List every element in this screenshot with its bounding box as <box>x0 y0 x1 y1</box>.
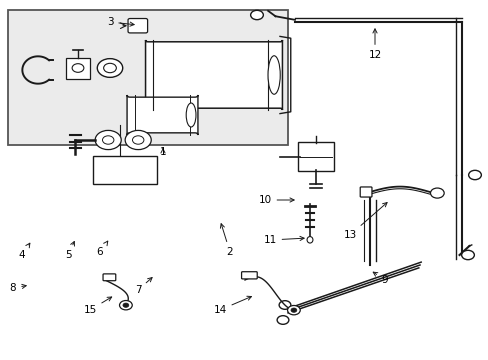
Circle shape <box>132 136 143 144</box>
FancyBboxPatch shape <box>127 95 198 135</box>
Text: 7: 7 <box>134 278 152 295</box>
Text: 14: 14 <box>213 296 251 315</box>
Ellipse shape <box>306 237 312 243</box>
Circle shape <box>72 64 84 72</box>
Text: 15: 15 <box>83 297 111 315</box>
Text: 8: 8 <box>10 283 26 293</box>
Circle shape <box>97 59 122 77</box>
Text: 9: 9 <box>372 272 387 285</box>
Circle shape <box>287 306 300 315</box>
Circle shape <box>122 303 128 307</box>
Circle shape <box>461 250 473 260</box>
FancyBboxPatch shape <box>128 18 147 33</box>
FancyBboxPatch shape <box>66 58 90 79</box>
FancyBboxPatch shape <box>360 187 371 197</box>
Circle shape <box>125 130 151 150</box>
Circle shape <box>468 170 480 180</box>
Circle shape <box>429 188 443 198</box>
Text: 1: 1 <box>160 147 166 157</box>
Circle shape <box>290 308 296 312</box>
Ellipse shape <box>186 103 196 127</box>
Text: 4: 4 <box>19 243 30 260</box>
Text: 3: 3 <box>106 17 134 27</box>
Bar <box>8 10 287 145</box>
FancyBboxPatch shape <box>297 141 333 171</box>
Ellipse shape <box>267 56 280 94</box>
Text: 5: 5 <box>64 242 74 260</box>
Circle shape <box>277 316 288 324</box>
Text: 10: 10 <box>258 195 294 205</box>
Circle shape <box>95 130 121 150</box>
Text: 2: 2 <box>220 224 233 257</box>
FancyBboxPatch shape <box>93 157 157 184</box>
Circle shape <box>250 10 263 20</box>
Circle shape <box>279 301 290 309</box>
Circle shape <box>119 301 132 310</box>
Circle shape <box>102 136 114 144</box>
Text: 13: 13 <box>343 203 386 240</box>
FancyBboxPatch shape <box>241 272 257 279</box>
FancyBboxPatch shape <box>103 274 116 281</box>
Text: 11: 11 <box>263 235 304 245</box>
Text: 12: 12 <box>367 29 381 60</box>
Text: 6: 6 <box>97 241 107 257</box>
FancyBboxPatch shape <box>145 40 282 110</box>
Circle shape <box>103 63 116 73</box>
